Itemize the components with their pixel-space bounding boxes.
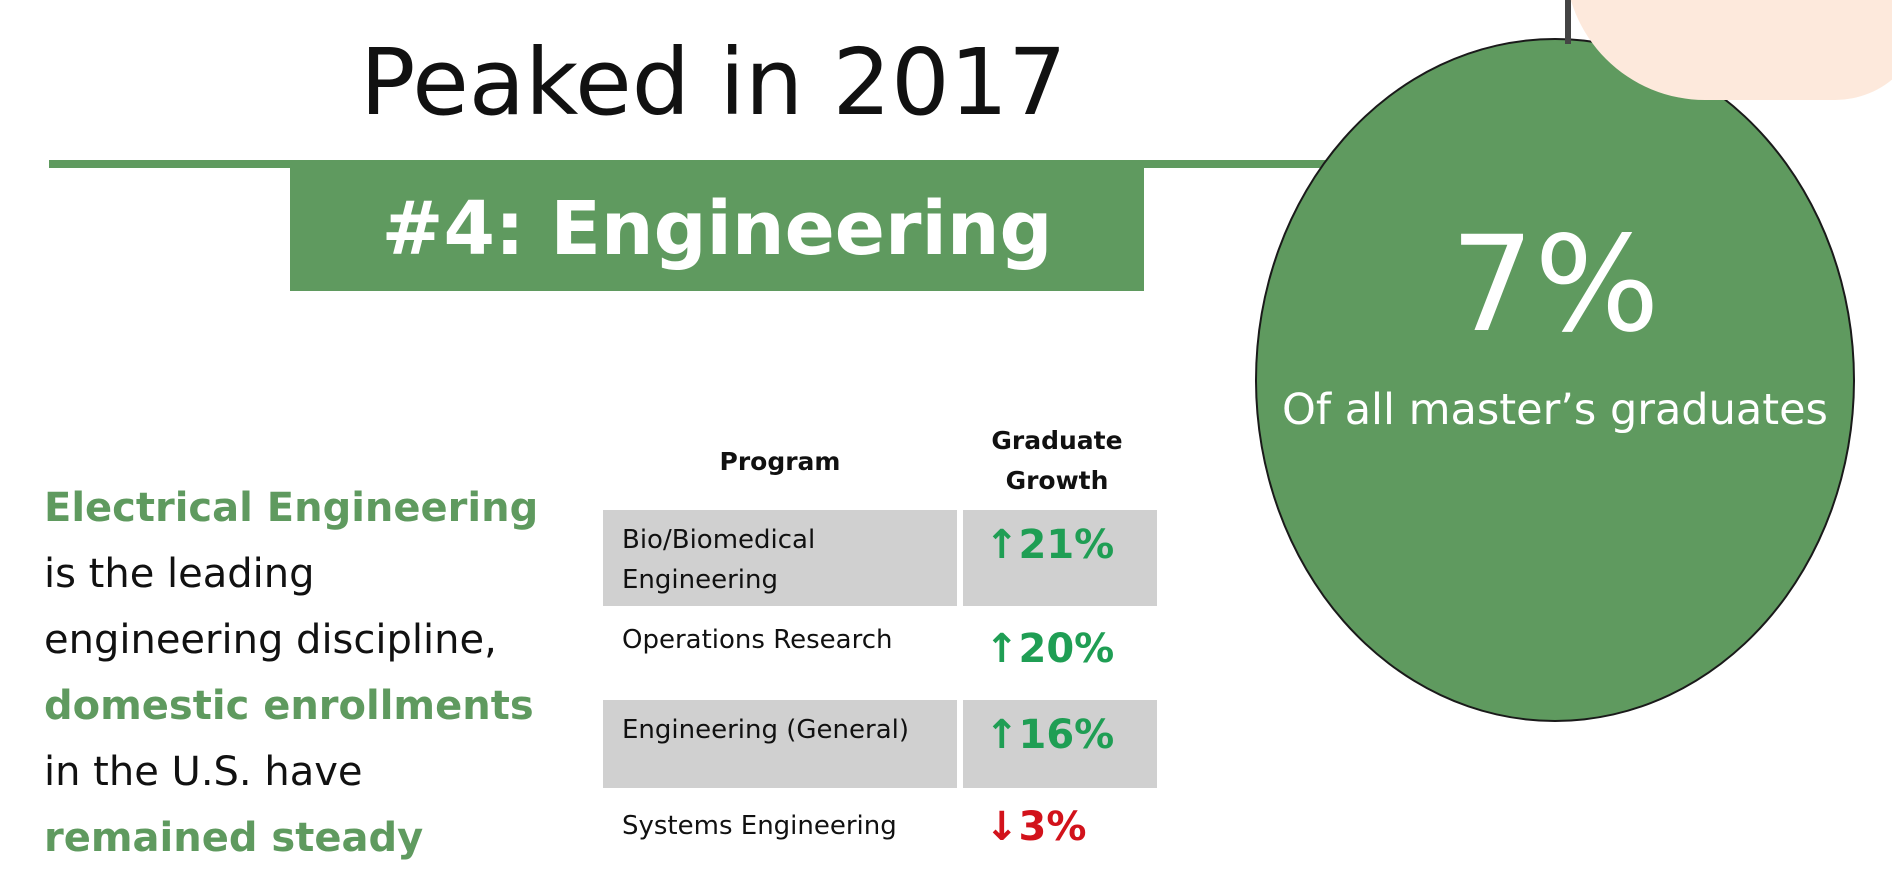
growth-cell: ↑20% [963, 612, 1157, 694]
growth-value: 3% [1018, 804, 1087, 850]
program-name: Engineering (General) [622, 715, 910, 745]
program-name: Bio/Biomedical [622, 525, 816, 555]
column-header-growth-line: Graduate [991, 426, 1123, 455]
table-header: Program Graduate Growth [603, 412, 1157, 510]
header-divider [49, 160, 1349, 168]
arrow-up-icon: ↑ [985, 626, 1019, 672]
growth-value: 21% [1018, 522, 1115, 568]
stat-caption: Of all master’s graduates [1282, 385, 1828, 435]
arrow-up-icon: ↑ [985, 712, 1019, 758]
growth-cell: ↓3% [963, 794, 1157, 874]
program-growth-table: Program Graduate Growth Bio/Biomedical E… [603, 412, 1157, 880]
overlay-edge [1565, 0, 1571, 44]
growth-value: 20% [1018, 626, 1115, 672]
growth-value: 16% [1018, 712, 1115, 758]
section-banner-label: #4: Engineering [381, 186, 1053, 272]
program-name: Operations Research [622, 625, 893, 655]
slide-title: Peaked in 2017 [360, 29, 1067, 136]
arrow-down-icon: ↓ [985, 804, 1019, 850]
stat-circle: 7% Of all master’s graduates [1255, 38, 1855, 722]
column-header-program: Program [719, 446, 841, 476]
program-cell: Bio/Biomedical Engineering [603, 510, 957, 606]
summary-highlight-steady: remained steady [44, 815, 424, 861]
column-header-growth-line: Growth [1005, 466, 1109, 495]
column-header-growth: Graduate Growth [957, 421, 1157, 501]
summary-highlight-electrical: Electrical Engineering [44, 485, 539, 531]
program-name: Engineering [622, 565, 778, 595]
growth-cell: ↑16% [963, 700, 1157, 788]
summary-line: engineering discipline, [44, 617, 497, 663]
table-row: Operations Research ↑20% [603, 612, 1157, 694]
summary-line: in the U.S. have [44, 749, 363, 795]
section-banner: #4: Engineering [290, 167, 1144, 291]
program-cell: Operations Research [603, 612, 957, 694]
arrow-up-icon: ↑ [985, 522, 1019, 568]
program-cell: Systems Engineering [603, 794, 957, 874]
table-row: Systems Engineering ↓3% [603, 794, 1157, 874]
program-name: Systems Engineering [622, 811, 897, 841]
summary-line: is the leading [44, 551, 315, 597]
table-row: Bio/Biomedical Engineering ↑21% [603, 510, 1157, 606]
summary-text: Electrical Engineering is the leading en… [44, 475, 544, 871]
program-cell: Engineering (General) [603, 700, 957, 788]
table-row: Engineering (General) ↑16% [603, 700, 1157, 788]
summary-highlight-domestic: domestic enrollments [44, 683, 534, 729]
growth-cell: ↑21% [963, 510, 1157, 606]
stat-value: 7% [1450, 208, 1660, 362]
